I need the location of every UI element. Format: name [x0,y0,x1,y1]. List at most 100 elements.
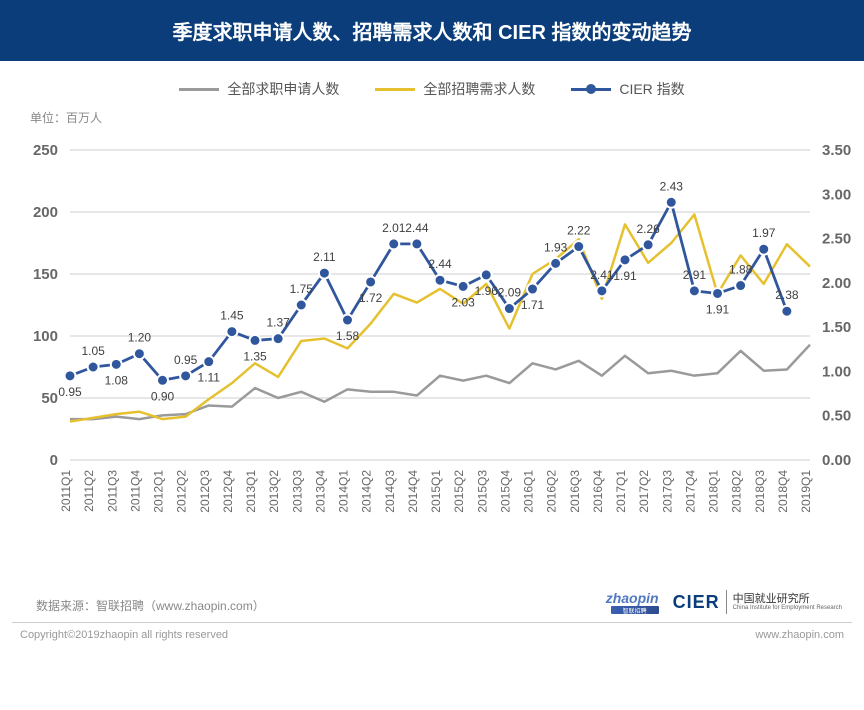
svg-text:1.08: 1.08 [105,373,129,387]
svg-text:2012Q4: 2012Q4 [221,470,235,513]
svg-text:2019Q1: 2019Q1 [799,470,813,513]
svg-text:2013Q4: 2013Q4 [313,470,327,513]
logo-cier-abbr: CIER [673,592,720,613]
svg-text:2018Q3: 2018Q3 [753,470,767,513]
svg-text:2015Q4: 2015Q4 [498,470,512,513]
svg-text:1.05: 1.05 [81,344,105,358]
svg-text:100: 100 [33,328,58,345]
svg-text:1.20: 1.20 [128,331,152,345]
svg-text:3.00: 3.00 [822,186,851,203]
svg-text:1.68: 1.68 [798,130,822,133]
svg-text:1.45: 1.45 [220,309,244,323]
svg-text:2015Q1: 2015Q1 [429,470,443,513]
copyright-row: Copyright©2019zhaopin all rights reserve… [0,623,864,651]
footer-row: 数据来源：智联招聘（www.zhaopin.com） zhaopin 智联招聘 … [12,580,852,623]
svg-text:1.50: 1.50 [822,319,851,336]
legend-applicants-swatch [179,88,219,91]
logo-cier-sep [726,590,727,614]
svg-text:1.91: 1.91 [706,302,730,316]
legend-cier-swatch [571,83,611,95]
svg-text:2.03: 2.03 [451,295,475,309]
svg-text:2011Q2: 2011Q2 [82,470,96,512]
svg-text:2.22: 2.22 [567,224,591,238]
svg-text:1.71: 1.71 [521,298,545,312]
logo-cier: CIER 中国就业研究所 China Institute for Employm… [673,590,842,614]
unit-label: 单位：百万人 [0,105,864,130]
svg-text:2012Q1: 2012Q1 [152,470,166,513]
svg-text:0.90: 0.90 [151,389,175,403]
chart-area: 0501001502002500.000.501.001.502.002.503… [0,130,864,580]
svg-text:2018Q4: 2018Q4 [776,470,790,513]
svg-text:2.50: 2.50 [822,231,851,248]
svg-text:2018Q2: 2018Q2 [730,470,744,513]
svg-text:2.26: 2.26 [636,222,660,236]
legend-cier: CIER 指数 [571,79,684,99]
svg-text:2014Q1: 2014Q1 [337,470,351,513]
svg-text:1.00: 1.00 [822,363,851,380]
logo-zhaopin-cn: 智联招聘 [611,606,659,614]
svg-text:2.44: 2.44 [405,221,429,235]
svg-text:2016Q1: 2016Q1 [522,470,536,513]
svg-text:2013Q1: 2013Q1 [244,470,258,513]
svg-text:3.50: 3.50 [822,142,851,159]
svg-text:1.97: 1.97 [752,226,776,240]
chart-title: 季度求职申请人数、招聘需求人数和 CIER 指数的变动趋势 [0,0,864,61]
site-url: www.zhaopin.com [755,629,844,641]
svg-text:2016Q2: 2016Q2 [545,470,559,513]
svg-text:0.50: 0.50 [822,408,851,425]
svg-text:2.91: 2.91 [683,268,707,282]
svg-text:2017Q4: 2017Q4 [683,470,697,513]
svg-text:2014Q4: 2014Q4 [406,470,420,513]
svg-text:1.58: 1.58 [336,329,360,343]
svg-text:150: 150 [33,266,58,283]
svg-text:2.00: 2.00 [822,275,851,292]
svg-text:2.01: 2.01 [382,221,406,235]
chart-svg: 0501001502002500.000.501.001.502.002.503… [0,130,864,580]
svg-text:1.96: 1.96 [475,284,499,298]
svg-text:0.95: 0.95 [58,385,82,399]
svg-text:1.37: 1.37 [266,316,290,330]
legend-applicants-label: 全部求职申请人数 [227,79,339,99]
logo-zhaopin-brand: zhaopin [606,590,659,606]
svg-text:2012Q2: 2012Q2 [175,470,189,513]
logo-zhaopin: zhaopin 智联招聘 [606,590,659,614]
legend-demand-swatch [375,88,415,91]
svg-text:2013Q3: 2013Q3 [290,470,304,513]
svg-text:1.35: 1.35 [243,349,267,363]
svg-text:0.95: 0.95 [174,353,198,367]
copyright-text: Copyright©2019zhaopin all rights reserve… [20,629,228,641]
svg-text:2016Q3: 2016Q3 [568,470,582,513]
svg-text:2018Q1: 2018Q1 [707,470,721,513]
svg-text:2017Q2: 2017Q2 [637,470,651,513]
legend-demand-label: 全部招聘需求人数 [423,79,535,99]
svg-text:1.93: 1.93 [544,240,568,254]
legend-cier-label: CIER 指数 [619,79,684,99]
svg-text:2016Q4: 2016Q4 [591,470,605,513]
svg-text:2012Q3: 2012Q3 [198,470,212,513]
svg-text:2011Q1: 2011Q1 [59,470,73,512]
svg-text:50: 50 [41,390,58,407]
logo-cier-cn: 中国就业研究所 [733,593,842,605]
svg-text:2015Q2: 2015Q2 [452,470,466,513]
svg-text:2.41: 2.41 [590,268,614,282]
logo-cier-en: China Institute for Employment Research [733,605,842,611]
legend: 全部求职申请人数 全部招聘需求人数 CIER 指数 [0,61,864,105]
logos: zhaopin 智联招聘 CIER 中国就业研究所 China Institut… [606,590,852,614]
svg-text:2011Q3: 2011Q3 [105,470,119,512]
svg-text:0: 0 [50,452,58,469]
svg-text:2014Q2: 2014Q2 [360,470,374,513]
svg-text:250: 250 [33,142,58,159]
legend-demand: 全部招聘需求人数 [375,79,535,99]
svg-text:1.72: 1.72 [359,291,383,305]
svg-text:200: 200 [33,204,58,221]
svg-text:2014Q3: 2014Q3 [383,470,397,513]
svg-text:1.88: 1.88 [729,263,753,277]
svg-text:2011Q4: 2011Q4 [128,470,142,512]
svg-text:2.44: 2.44 [428,257,452,271]
svg-text:1.11: 1.11 [198,371,221,385]
legend-applicants: 全部求职申请人数 [179,79,339,99]
svg-text:2.43: 2.43 [660,179,684,193]
svg-text:2017Q1: 2017Q1 [614,470,628,513]
svg-text:2.09: 2.09 [498,286,522,300]
svg-text:2.38: 2.38 [775,288,799,302]
